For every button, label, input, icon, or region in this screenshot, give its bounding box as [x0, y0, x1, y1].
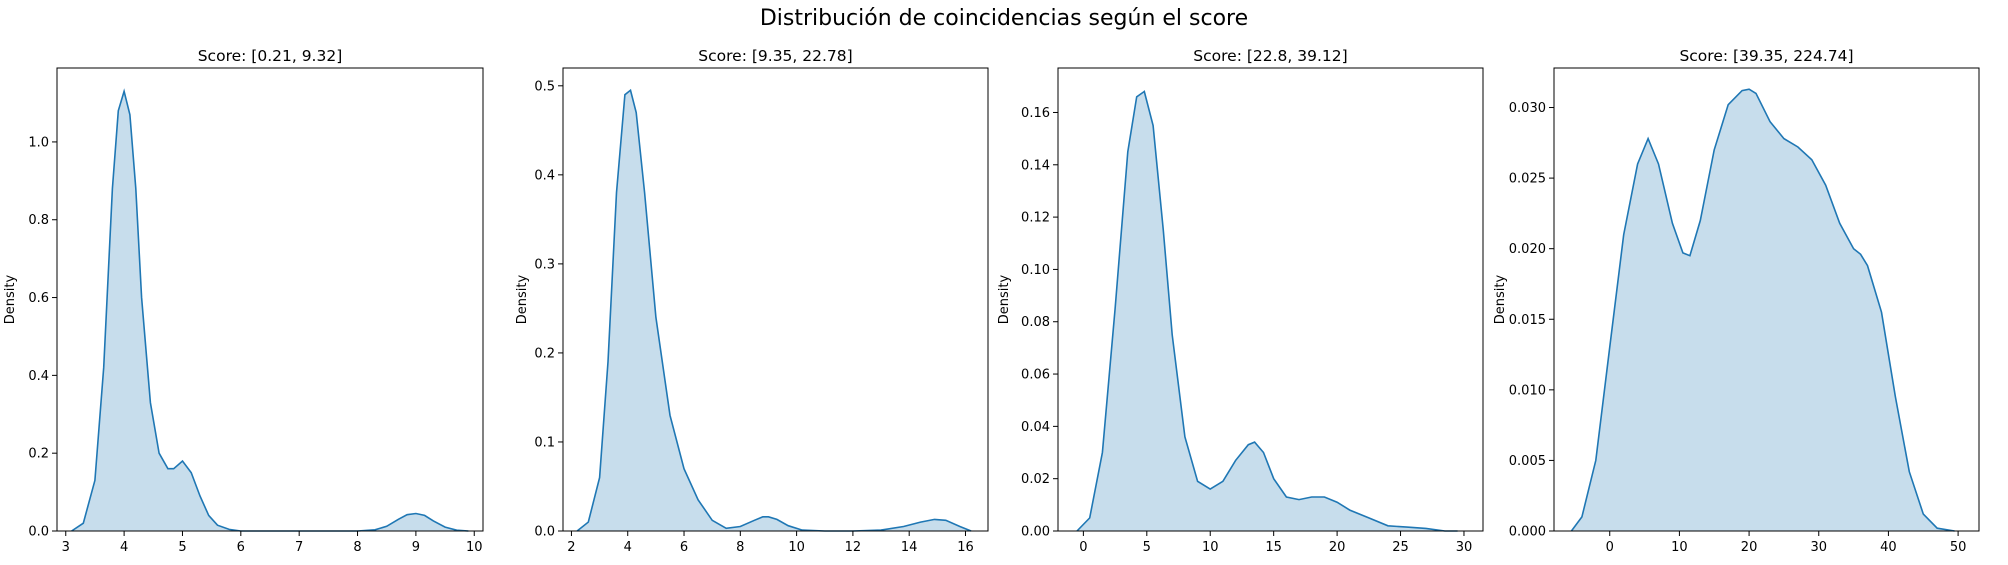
x-tick-label: 8: [736, 540, 744, 555]
y-tick-label: 0.00: [1021, 525, 1050, 540]
x-tick-label: 0: [1606, 540, 1614, 555]
y-tick-label: 0.020: [1509, 242, 1546, 257]
y-tick-label: 0.010: [1509, 383, 1546, 398]
y-tick-label: 0.0: [534, 525, 555, 540]
x-tick-label: 6: [680, 540, 688, 555]
x-tick-label: 25: [1392, 540, 1409, 555]
y-tick-label: 0.030: [1509, 101, 1546, 116]
subplot-4: 0 10 20 30 40 50 0.000 0.005 0.010 0.015 0.020 0.02…: [1493, 47, 1980, 555]
x-tick-label: 14: [901, 540, 918, 555]
x-tick-label: 20: [1741, 540, 1758, 555]
x-tick-label: 10: [1202, 540, 1219, 555]
y-tick-label: 0.14: [1021, 158, 1050, 173]
density-line: [1570, 88, 1955, 532]
y-tick-label: 0.08: [1021, 315, 1050, 330]
y-tick-label: 0.02: [1021, 472, 1050, 487]
density-fill: [71, 91, 469, 532]
x-tick-label: 40: [1880, 540, 1897, 555]
x-tick-label: 10: [1671, 540, 1688, 555]
subplot-title: Score: [39.35, 224.74]: [1679, 47, 1853, 65]
x-tick-label: 10: [788, 540, 805, 555]
y-tick-label: 1.0: [28, 135, 49, 150]
x-tick-label: 16: [957, 540, 974, 555]
x-tick-label: 0: [1079, 540, 1087, 555]
x-tick-label: 10: [466, 540, 483, 555]
y-tick-label: 0.015: [1509, 313, 1546, 328]
x-tick-label: 2: [567, 540, 575, 555]
y-tick-label: 0.16: [1021, 106, 1050, 121]
density-fill: [577, 90, 972, 532]
x-tick-label: 12: [845, 540, 862, 555]
axes-frame: [562, 67, 989, 532]
y-tick-label: 0.5: [534, 79, 555, 94]
subplot-title: Score: [0.21, 9.32]: [198, 47, 343, 65]
y-axis-label: Density: [515, 274, 530, 324]
x-tick-label: 5: [1143, 540, 1151, 555]
y-tick-label: 0.2: [534, 346, 555, 361]
y-tick-label: 0.2: [28, 447, 49, 462]
density-fill: [1571, 89, 1955, 531]
subplot-2: 2 4 6 8 10 12 14 16 0.0 0.1 0.2 0.3 0.4 0.5 Score: [9.…: [515, 47, 989, 555]
y-tick-label: 0.4: [534, 168, 555, 183]
density-line: [1076, 90, 1458, 532]
x-tick-label: 4: [624, 540, 632, 555]
x-tick-label: 3: [62, 540, 70, 555]
subplot-1: 3 4 5 6 7 8 9 10 0.0 0.2 0.4 0.6 0.8 1.0 Score: [0.21,…: [3, 47, 484, 555]
x-tick-label: 4: [120, 540, 128, 555]
density-line: [576, 88, 972, 532]
x-tick-label: 5: [178, 540, 186, 555]
x-tick-label: 8: [353, 540, 361, 555]
x-tick-label: 50: [1950, 540, 1967, 555]
y-tick-label: 0.06: [1021, 368, 1050, 383]
y-tick-label: 0.12: [1021, 211, 1050, 226]
axes-frame: [56, 67, 484, 532]
subplot-title: Score: [22.8, 39.12]: [1193, 47, 1347, 65]
y-tick-label: 0.8: [28, 213, 49, 228]
x-tick-label: 6: [237, 540, 245, 555]
x-tick-label: 7: [295, 540, 303, 555]
subplot-title: Score: [9.35, 22.78]: [698, 47, 852, 65]
y-tick-label: 0.025: [1509, 172, 1546, 187]
x-tick-label: 30: [1810, 540, 1827, 555]
subplot-3: 0 5 10 15 20 25 30 0.00 0.02 0.04 0.06 0.08 0.10 0.12…: [997, 47, 1484, 555]
y-tick-label: 0.000: [1509, 525, 1546, 540]
y-tick-label: 0.6: [28, 291, 49, 306]
axes-frame: [1057, 67, 1484, 532]
y-axis-label: Density: [1493, 274, 1508, 324]
y-tick-label: 0.10: [1021, 263, 1050, 278]
density-line: [71, 88, 469, 532]
y-tick-label: 0.4: [28, 369, 49, 384]
y-axis-label: Density: [3, 274, 18, 324]
y-tick-label: 0.0: [28, 525, 49, 540]
density-fill: [1077, 91, 1458, 531]
y-tick-label: 0.005: [1509, 454, 1546, 469]
x-tick-label: 15: [1265, 540, 1282, 555]
y-tick-label: 0.1: [534, 435, 555, 450]
figure-title: Distribución de coincidencias según el s…: [759, 6, 1249, 31]
x-tick-label: 30: [1456, 540, 1473, 555]
x-tick-label: 20: [1329, 540, 1346, 555]
y-tick-label: 0.3: [534, 257, 555, 272]
y-tick-label: 0.04: [1021, 420, 1050, 435]
x-tick-label: 9: [412, 540, 420, 555]
axes-frame: [1553, 67, 1980, 532]
y-axis-label: Density: [997, 274, 1012, 324]
